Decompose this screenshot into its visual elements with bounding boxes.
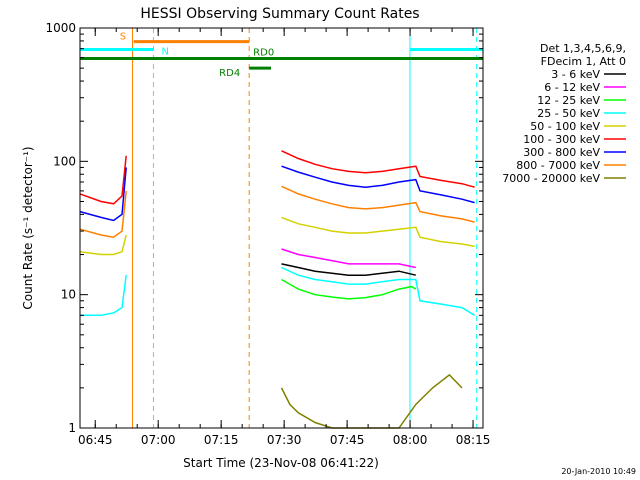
series-line <box>281 150 475 188</box>
legend-label: 12 - 25 keV <box>537 94 600 107</box>
series-line <box>281 216 475 248</box>
series-line <box>281 165 475 204</box>
legend-label: 25 - 50 keV <box>537 107 600 120</box>
legend: Det 1,3,4,5,6,9,FDecim 1, Att 03 - 6 keV… <box>502 42 626 185</box>
x-tick-label: 07:00 <box>141 433 176 447</box>
x-tick-label: 08:00 <box>393 433 428 447</box>
x-tick-label: 07:30 <box>267 433 302 447</box>
series-line <box>79 155 127 205</box>
legend-header: Det 1,3,4,5,6,9, <box>540 42 626 55</box>
series-line <box>80 275 127 317</box>
x-tick-label: 06:45 <box>78 433 113 447</box>
legend-label: 7000 - 20000 keV <box>502 172 600 185</box>
series-layer <box>79 150 475 429</box>
vertical-markers <box>131 28 478 428</box>
series-line <box>281 266 475 316</box>
plot-frame <box>79 27 484 429</box>
footer-timestamp: 20-Jan-2010 10:49 <box>561 467 636 476</box>
x-axis: 06:45 07:00 07:15 07:30 07:45 08:00 08:15 <box>78 28 490 447</box>
legend-label: 800 - 7000 keV <box>516 159 600 172</box>
attenuator-label: S <box>120 32 126 43</box>
y-tick-label: 1 <box>68 421 76 435</box>
series-line <box>281 185 475 223</box>
series-line <box>281 278 417 300</box>
x-tick-label: 07:45 <box>330 433 365 447</box>
y-axis-label: Count Rate (s⁻¹ detector⁻¹) <box>21 146 35 309</box>
attenuator-label: RD4 <box>219 68 240 79</box>
legend-label: 6 - 12 keV <box>544 81 600 94</box>
x-tick-label: 07:15 <box>204 433 239 447</box>
x-tick-label: 08:15 <box>456 433 491 447</box>
y-axis: 1 10 100 1000 <box>45 21 483 435</box>
x-axis-label: Start Time (23-Nov-08 06:41:22) <box>183 456 379 470</box>
legend-label: 50 - 100 keV <box>530 120 600 133</box>
series-line <box>280 373 463 429</box>
attenuator-label: RD0 <box>253 48 274 59</box>
series-line <box>79 190 127 238</box>
legend-label: 300 - 800 keV <box>523 146 600 159</box>
legend-label: 3 - 6 keV <box>551 68 600 81</box>
attenuator-label: N <box>161 46 168 57</box>
legend-header: FDecim 1, Att 0 <box>541 55 626 68</box>
attenuator-bars: S N RD0 RD4 <box>80 32 483 79</box>
y-tick-label: 1000 <box>45 21 76 35</box>
series-line <box>281 263 416 276</box>
series-line <box>79 167 127 222</box>
y-tick-label: 10 <box>61 288 76 302</box>
series-line <box>281 248 416 269</box>
chart-title: HESSI Observing Summary Count Rates <box>140 6 419 22</box>
legend-label: 100 - 300 keV <box>523 133 600 146</box>
series-line <box>79 234 127 256</box>
y-tick-label: 100 <box>53 154 76 168</box>
